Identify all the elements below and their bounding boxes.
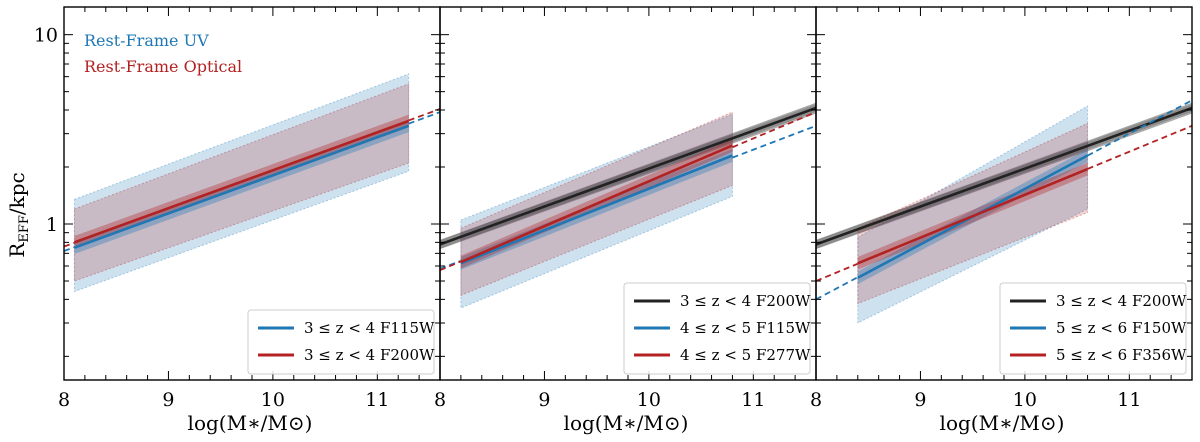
extrapolation-left-3 bbox=[440, 260, 462, 272]
legend-label: 3 ≤ z < 4 F200W bbox=[680, 292, 811, 310]
x-tick-label: 9 bbox=[914, 389, 926, 411]
legend-box bbox=[999, 282, 1187, 375]
fit-line-3 bbox=[460, 144, 733, 264]
corner-label-optical: Rest-Frame Optical bbox=[84, 57, 242, 76]
y-axis-title: REFF/kpc bbox=[5, 172, 32, 257]
extrapolation-left-3 bbox=[816, 262, 859, 282]
y-axis-title-rest: /kpc bbox=[5, 172, 29, 215]
legend-label: 3 ≤ z < 4 F200W bbox=[1056, 292, 1187, 310]
legend-label: 4 ≤ z < 5 F115W bbox=[680, 319, 811, 337]
fit-line-1 bbox=[73, 124, 410, 249]
x-tick-label: 10 bbox=[637, 389, 661, 411]
x-axis-title-1: log(M∗/M⊙) bbox=[188, 411, 313, 435]
plot-layer: 8 9 10 11 3 ≤ z < 4 F115W 3 ≤ z < 4 F200W 8 9 10… bbox=[34, 6, 1193, 411]
y-tick-label: 10 bbox=[34, 25, 58, 47]
x-tick-label: 10 bbox=[261, 389, 285, 411]
x-tick-label: 11 bbox=[741, 389, 765, 411]
legend-label: 4 ≤ z < 5 F277W bbox=[680, 346, 811, 364]
fit-line-1 bbox=[440, 106, 816, 246]
extrapolation-right-3 bbox=[732, 111, 816, 149]
fit-line-2 bbox=[74, 119, 410, 244]
fit-line-2 bbox=[460, 154, 733, 265]
extrapolation-right-3 bbox=[1087, 124, 1192, 170]
legend-box bbox=[247, 309, 435, 375]
extrapolation-right-2 bbox=[408, 108, 440, 122]
y-axis-title-main: R bbox=[5, 242, 29, 258]
x-tick-label: 8 bbox=[58, 389, 70, 411]
legend-box bbox=[623, 282, 811, 375]
x-axis-title-2: log(M∗/M⊙) bbox=[564, 411, 689, 435]
band-3 bbox=[857, 122, 1089, 305]
x-tick-label: 10 bbox=[1013, 389, 1037, 411]
extrapolation-left-1 bbox=[64, 246, 75, 252]
panel-3 bbox=[816, 99, 1192, 324]
legend-label: 3 ≤ z < 4 F115W bbox=[304, 319, 435, 337]
y-tick-label: 1 bbox=[46, 214, 58, 236]
extrapolation-left-2 bbox=[64, 241, 75, 248]
extrapolation-right-2 bbox=[732, 124, 816, 159]
x-axis-title-3: log(M∗/M⊙) bbox=[940, 411, 1065, 435]
band-2 bbox=[857, 105, 1089, 324]
panel-2 bbox=[440, 102, 816, 309]
x-tick-label: 11 bbox=[1117, 389, 1141, 411]
extrapolation-right-1 bbox=[408, 111, 440, 125]
extrapolation-left-2 bbox=[816, 276, 859, 301]
fit-line-1 bbox=[816, 106, 1192, 246]
corner-label-uv: Rest-Frame UV bbox=[84, 31, 209, 50]
x-tick-label: 9 bbox=[538, 389, 550, 411]
panel-1 bbox=[64, 73, 440, 293]
y-axis-title-sub: EFF bbox=[17, 215, 32, 243]
fit-line-3 bbox=[857, 167, 1089, 265]
x-tick-label: 8 bbox=[434, 389, 446, 411]
x-tick-label: 9 bbox=[162, 389, 174, 411]
x-tick-label: 11 bbox=[365, 389, 389, 411]
x-tick-label: 8 bbox=[810, 389, 822, 411]
extrapolation-left-2 bbox=[440, 260, 462, 270]
legend-label: 5 ≤ z < 6 F150W bbox=[1056, 319, 1187, 337]
legend-label: 5 ≤ z < 6 F356W bbox=[1056, 346, 1187, 364]
legend-label: 3 ≤ z < 4 F200W bbox=[304, 346, 435, 364]
